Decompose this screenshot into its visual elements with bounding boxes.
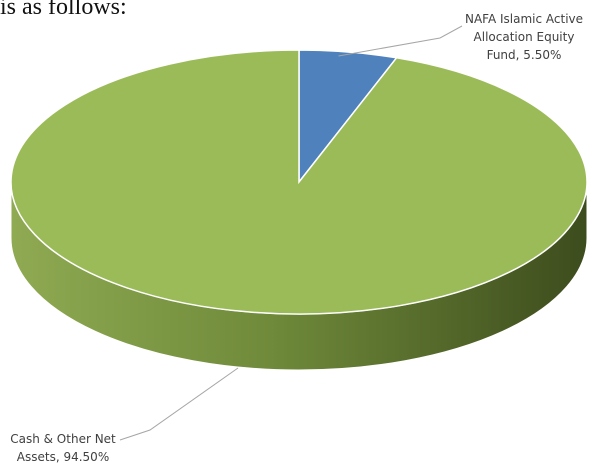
leader-line-nafa [338, 25, 463, 57]
data-label-nafa-line-2: Allocation Equity [473, 30, 575, 44]
data-label-cash: Cash & Other Net Assets, 94.50% [8, 430, 118, 464]
data-label-cash-line-2: Assets, 94.50% [16, 450, 110, 464]
leader-lines [119, 25, 463, 441]
data-label-nafa: NAFA Islamic Active Allocation Equity Fu… [444, 10, 604, 64]
data-label-nafa-line-3: Fund, 5.50% [486, 48, 562, 62]
data-label-cash-line-1: Cash & Other Net [10, 432, 116, 446]
data-label-nafa-line-1: NAFA Islamic Active [464, 12, 584, 26]
leader-line-cash [119, 367, 239, 441]
pie-group [10, 49, 588, 371]
intro-text: is as follows: [0, 0, 127, 20]
slice-cash [10, 49, 588, 315]
